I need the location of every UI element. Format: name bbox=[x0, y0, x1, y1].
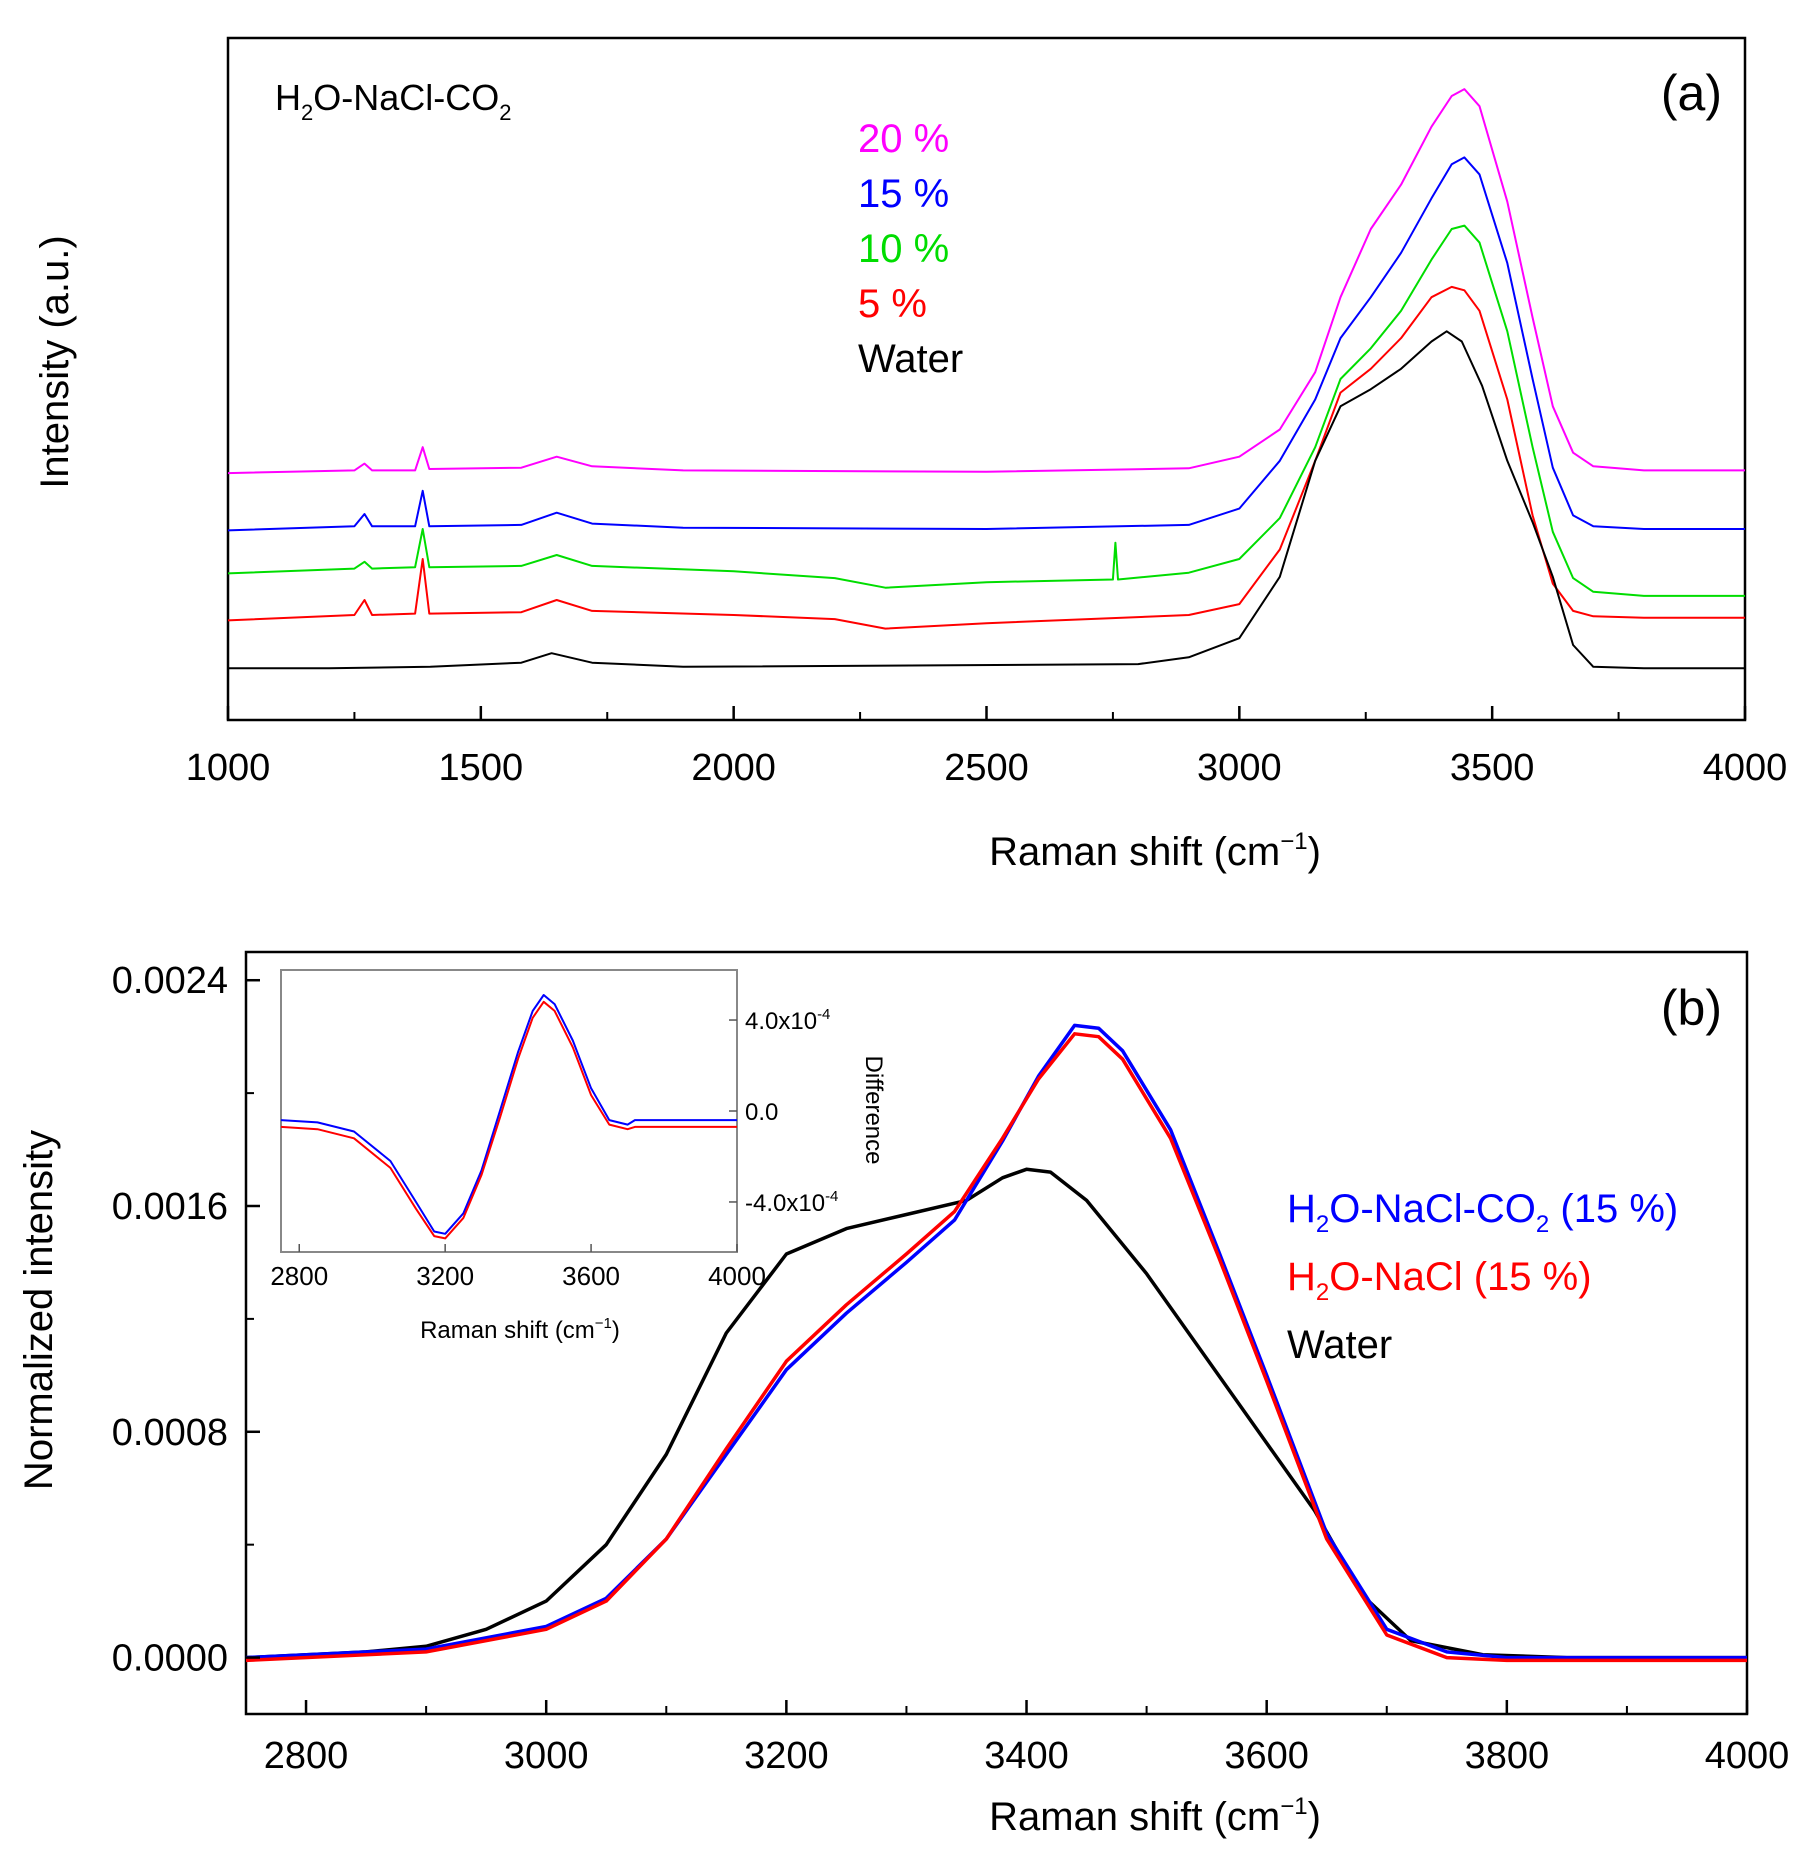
legend-a-15pct: 15 % bbox=[858, 172, 949, 216]
panel-a-xlabel: Raman shift (cm−1) bbox=[989, 828, 1321, 874]
legend-a-20pct: 20 % bbox=[858, 117, 949, 161]
legend-a-10pct: 10 % bbox=[858, 227, 949, 271]
legend-a-water: Water bbox=[858, 337, 963, 381]
inset-x-ticks: 2800 3200 3600 4000 bbox=[270, 1244, 766, 1291]
panel-b-y-tick-label: 0.0000 bbox=[112, 1638, 228, 1680]
panel-b-x-tick-label: 3000 bbox=[504, 1735, 589, 1777]
panel-a-ylabel: Intensity (a.u.) bbox=[33, 235, 77, 488]
panel-b-frame bbox=[244, 950, 1749, 1716]
inset-xlabel: Raman shift (cm−1) bbox=[420, 1315, 620, 1344]
panel-b: 2800 3000 3200 3400 3600 3800 4000 0.00000.000… bbox=[17, 950, 1790, 1839]
panel-b-x-tick-label: 4000 bbox=[1705, 1735, 1790, 1777]
inset-ylabel: Difference bbox=[860, 1056, 887, 1165]
inset-x-tick-label: 3600 bbox=[562, 1261, 620, 1291]
panel-a-x-tick-label: 1500 bbox=[439, 747, 524, 789]
panel-b-label: (b) bbox=[1661, 980, 1722, 1036]
panel-b-series-line-2 bbox=[245, 1032, 1747, 1663]
panel-a-x-ticks: 1000 1500 2000 2500 3000 3500 4000 bbox=[186, 706, 1788, 789]
panel-a-series-line-1 bbox=[227, 156, 1745, 532]
panel-a-series-line-3 bbox=[227, 285, 1745, 630]
panel-a-series bbox=[227, 88, 1745, 670]
inset-y-tick-label: 0.0 bbox=[745, 1099, 778, 1126]
panel-b-xlabel: Raman shift (cm−1) bbox=[989, 1793, 1321, 1839]
panel-b-x-tick-label: 3600 bbox=[1224, 1735, 1309, 1777]
legend-b-nacl: H2O-NaCl (15 %) bbox=[1287, 1255, 1592, 1306]
legend-b-water: Water bbox=[1287, 1323, 1392, 1367]
inset-series bbox=[280, 994, 737, 1240]
inset-series-line-0 bbox=[280, 994, 737, 1235]
panel-a-series-line-2 bbox=[227, 224, 1745, 597]
inset-x-tick-label: 2800 bbox=[270, 1261, 328, 1291]
panel-a-label: (a) bbox=[1661, 65, 1722, 121]
panel-b-x-tick-label: 3400 bbox=[984, 1735, 1069, 1777]
panel-b-ylabel: Normalized intensity bbox=[17, 1130, 61, 1490]
panel-b-y-tick-label: 0.0024 bbox=[112, 960, 228, 1002]
panel-b-x-tick-label: 3200 bbox=[744, 1735, 829, 1777]
inset-x-tick-label: 4000 bbox=[708, 1261, 766, 1291]
inset-frame bbox=[280, 969, 738, 1253]
inset-x-tick-label: 3200 bbox=[416, 1261, 474, 1291]
panel-b-x-ticks: 2800 3000 3200 3400 3600 3800 4000 bbox=[264, 1700, 1790, 1777]
inset-series-line-1 bbox=[280, 1000, 737, 1240]
panel-b-y-tick-label: 0.0016 bbox=[112, 1186, 228, 1228]
inset-y-tick-label: 4.0x10-4 bbox=[745, 1006, 830, 1035]
legend-a-5pct: 5 % bbox=[858, 282, 927, 326]
inset: 2800 3200 3600 4000 4.0x10-4 0.0 -4.0x10-4 Ra… bbox=[270, 969, 887, 1344]
panel-a-x-tick-label: 2000 bbox=[691, 747, 776, 789]
panel-b-series bbox=[245, 1023, 1747, 1663]
panel-b-y-ticks: 0.0000 0.0008 0.0016 0.0024 bbox=[112, 960, 260, 1680]
panel-a-title: H2O-NaCl-CO2 bbox=[275, 77, 512, 125]
panel-a-x-tick-label: 3500 bbox=[1450, 747, 1535, 789]
inset-y-ticks: 4.0x10-4 0.0 -4.0x10-4 bbox=[729, 1006, 838, 1217]
panel-a-x-tick-label: 2500 bbox=[944, 747, 1029, 789]
panel-a-x-tick-label: 1000 bbox=[186, 747, 271, 789]
panel-a-series-line-0 bbox=[227, 88, 1745, 475]
panel-a-x-tick-label: 3000 bbox=[1197, 747, 1282, 789]
panel-a: 1000 1500 2000 2500 3000 3500 4000 (a) H2O-NaC… bbox=[33, 36, 1788, 874]
inset-y-tick-label: -4.0x10-4 bbox=[745, 1188, 838, 1217]
panel-b-y-tick-label: 0.0008 bbox=[112, 1412, 228, 1454]
panel-b-x-tick-label: 2800 bbox=[264, 1735, 349, 1777]
panel-a-x-tick-label: 4000 bbox=[1703, 747, 1788, 789]
panel-a-series-line-4 bbox=[228, 330, 1745, 670]
legend-b-co2: H2O-NaCl-CO2 (15 %) bbox=[1287, 1187, 1678, 1238]
panel-b-x-tick-label: 3800 bbox=[1465, 1735, 1550, 1777]
